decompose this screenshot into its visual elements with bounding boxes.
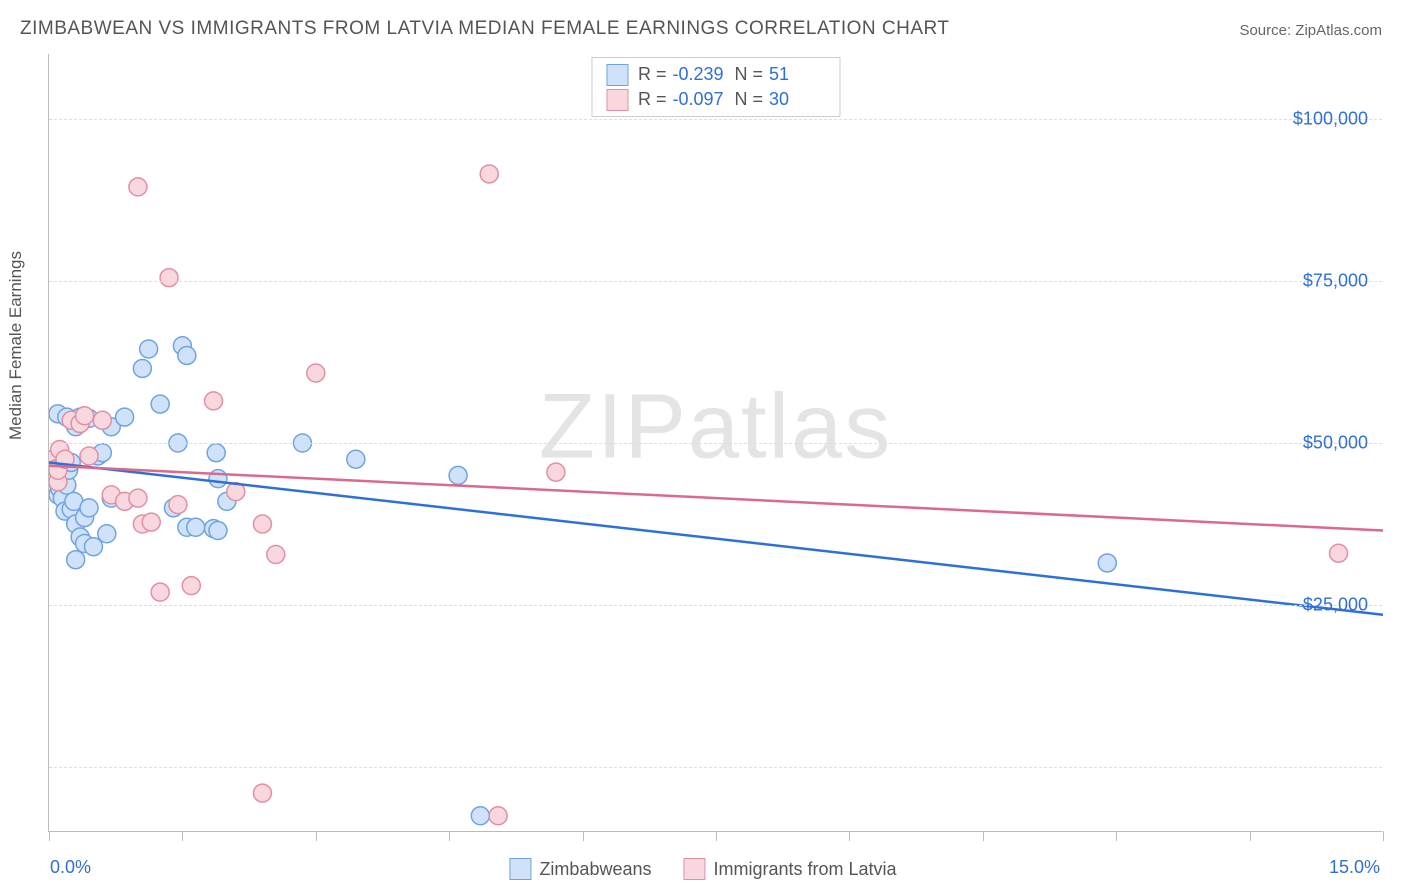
data-point	[1098, 554, 1116, 572]
y-tick-label: $75,000	[1303, 270, 1368, 291]
series-legend: Zimbabweans Immigrants from Latvia	[509, 858, 896, 880]
x-min-label: 0.0%	[50, 857, 91, 878]
gridline	[49, 443, 1382, 444]
data-point	[169, 496, 187, 514]
data-point	[209, 522, 227, 540]
data-point	[182, 577, 200, 595]
x-tick	[983, 831, 984, 841]
x-tick	[1250, 831, 1251, 841]
bottom-swatch-zimbabweans	[509, 858, 531, 880]
x-tick	[316, 831, 317, 841]
y-tick-label: $100,000	[1293, 108, 1368, 129]
data-point	[307, 364, 325, 382]
data-point	[253, 515, 271, 533]
gridline	[49, 767, 1382, 768]
gridline	[49, 605, 1382, 606]
data-point	[187, 518, 205, 536]
y-axis-label: Median Female Earnings	[6, 251, 26, 440]
data-point	[67, 551, 85, 569]
data-point	[133, 359, 151, 377]
data-point	[80, 447, 98, 465]
source-label: Source: ZipAtlas.com	[1239, 22, 1382, 39]
data-point	[76, 407, 94, 425]
data-point	[489, 807, 507, 825]
x-tick	[716, 831, 717, 841]
data-point	[129, 489, 147, 507]
data-point	[160, 269, 178, 287]
data-point	[151, 395, 169, 413]
data-point	[151, 583, 169, 601]
data-point	[205, 392, 223, 410]
data-point	[267, 546, 285, 564]
x-max-label: 15.0%	[1329, 857, 1380, 878]
data-point	[471, 807, 489, 825]
regression-line	[49, 466, 1383, 531]
data-point	[116, 408, 134, 426]
chart-title: ZIMBABWEAN VS IMMIGRANTS FROM LATVIA MED…	[20, 18, 950, 40]
x-tick	[449, 831, 450, 841]
data-point	[98, 525, 116, 543]
data-point	[80, 499, 98, 517]
series-name-0: Zimbabweans	[539, 859, 651, 880]
data-point	[140, 340, 158, 358]
x-tick	[583, 831, 584, 841]
series-name-1: Immigrants from Latvia	[714, 859, 897, 880]
data-point	[1330, 544, 1348, 562]
y-tick-label: $50,000	[1303, 433, 1368, 454]
bottom-swatch-latvia	[684, 858, 706, 880]
x-tick	[182, 831, 183, 841]
data-point	[253, 784, 271, 802]
data-point	[547, 463, 565, 481]
plot-area: ZIPatlas R =-0.239 N =51 R =-0.097 N =30…	[48, 54, 1382, 832]
data-point	[142, 513, 160, 531]
y-tick-label: $25,000	[1303, 595, 1368, 616]
data-point	[178, 346, 196, 364]
x-tick	[849, 831, 850, 841]
x-tick	[1116, 831, 1117, 841]
data-point	[207, 444, 225, 462]
data-point	[347, 450, 365, 468]
data-point	[480, 165, 498, 183]
x-tick	[1383, 831, 1384, 841]
regression-line	[49, 462, 1383, 614]
data-point	[129, 178, 147, 196]
gridline	[49, 119, 1382, 120]
data-point	[449, 466, 467, 484]
x-tick	[49, 831, 50, 841]
gridline	[49, 281, 1382, 282]
data-point	[93, 411, 111, 429]
